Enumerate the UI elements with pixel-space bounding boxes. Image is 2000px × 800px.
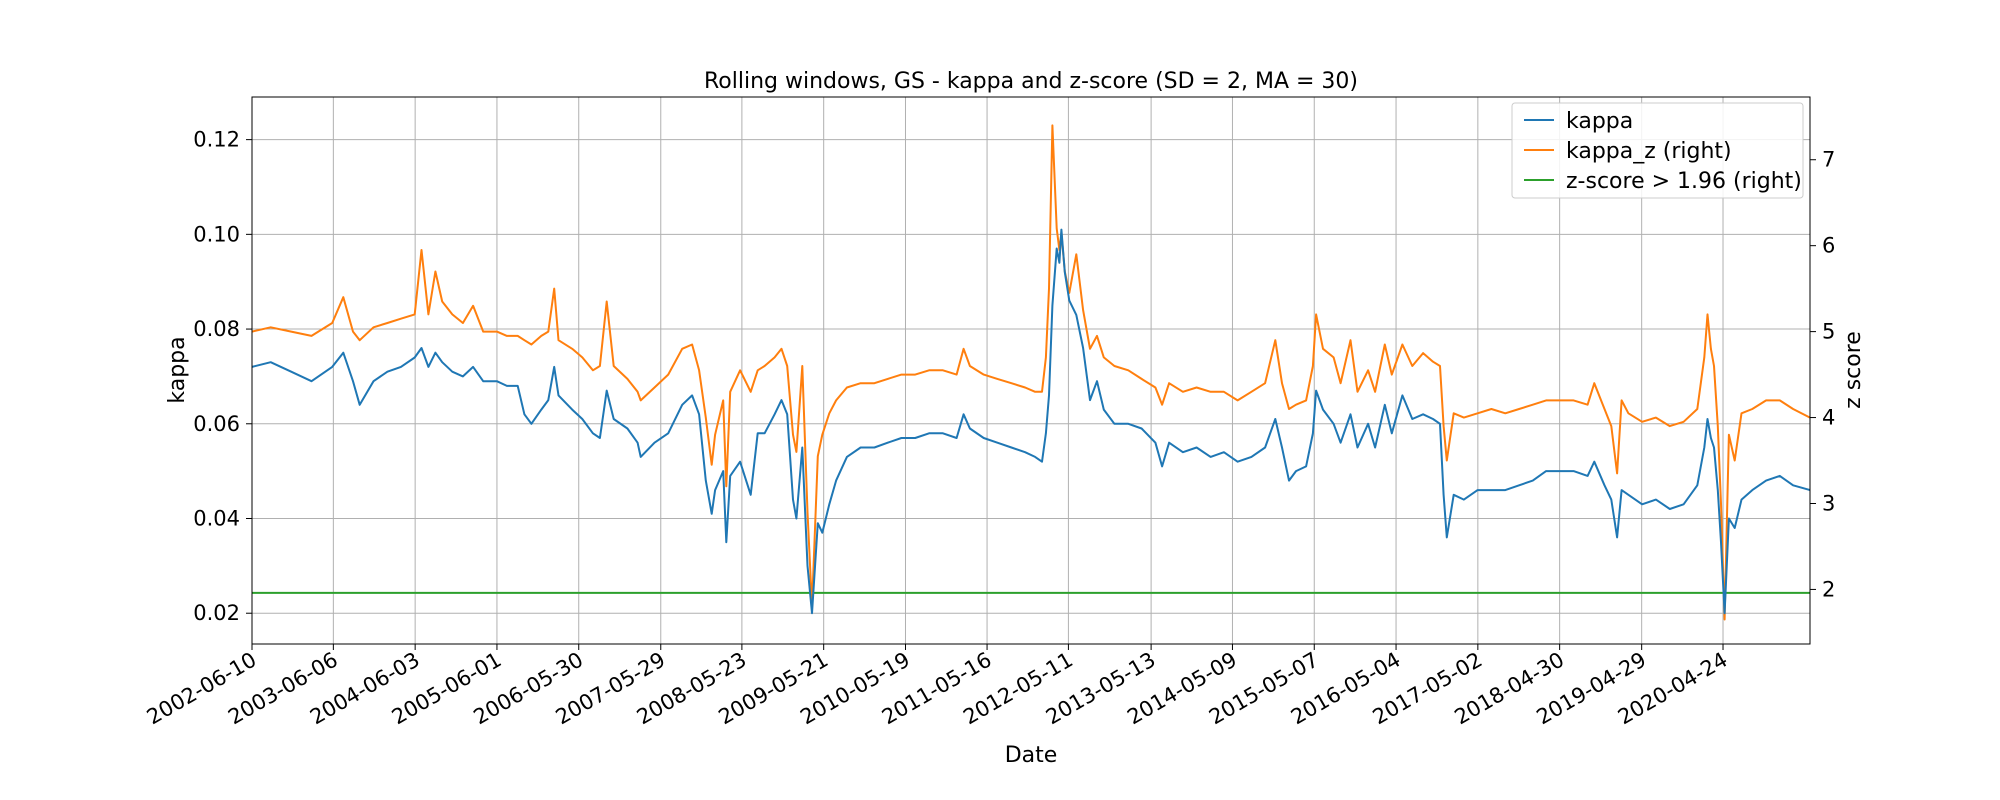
y-right-tick-label: 5 xyxy=(1822,320,1835,344)
legend-label: z-score > 1.96 (right) xyxy=(1566,169,1802,194)
y-right-tick-label: 6 xyxy=(1822,234,1835,258)
y-axis-left: 0.02 0.04 0.06 0.08 0.10 0.12 xyxy=(193,128,252,625)
chart-title: Rolling windows, GS - kappa and z-score … xyxy=(704,69,1358,94)
y-left-tick-label: 0.06 xyxy=(193,412,240,436)
y-left-tick-label: 0.04 xyxy=(193,506,240,530)
y-right-tick-label: 3 xyxy=(1822,491,1835,515)
legend-box xyxy=(1511,102,1804,199)
legend: kappa kappa_z (right) z-score > 1.96 (righ… xyxy=(1511,102,1804,199)
y-left-tick-label: 0.02 xyxy=(193,601,240,625)
legend-label: kappa_z (right) xyxy=(1566,139,1732,164)
y-axis-right: 2 3 4 5 6 7 xyxy=(1810,148,1835,601)
legend-label: kappa xyxy=(1566,109,1633,134)
series-line-kappa-z-right xyxy=(251,124,1811,621)
y-left-tick-label: 0.10 xyxy=(193,222,240,246)
y-left-tick-label: 0.08 xyxy=(193,317,240,341)
plot-lines xyxy=(251,124,1811,621)
y-axis-left-title: kappa xyxy=(165,336,190,403)
series-line-kappa xyxy=(251,228,1811,615)
x-axis-title: Date xyxy=(1005,743,1058,768)
y-right-tick-label: 4 xyxy=(1822,406,1835,430)
y-axis-right-title: z score xyxy=(1841,331,1866,409)
grid xyxy=(251,97,1810,644)
y-right-tick-label: 7 xyxy=(1822,148,1835,172)
plot-frame xyxy=(251,96,1811,645)
y-left-tick-label: 0.12 xyxy=(193,128,240,152)
y-right-tick-label: 2 xyxy=(1822,577,1835,601)
